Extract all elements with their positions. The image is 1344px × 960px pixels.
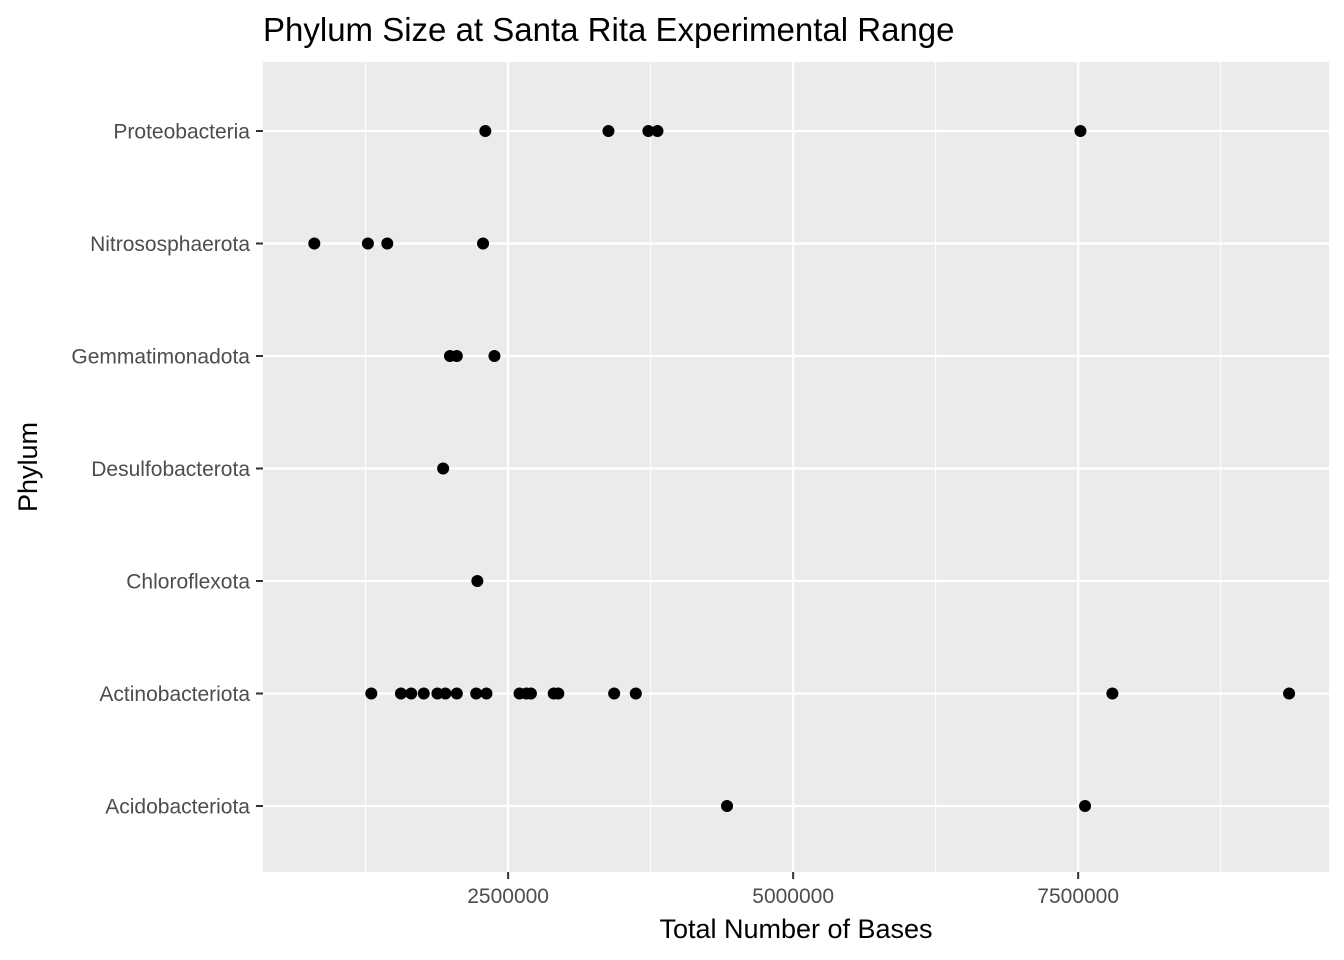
data-point xyxy=(381,237,394,250)
data-point xyxy=(470,687,483,700)
data-point xyxy=(439,687,452,700)
data-point xyxy=(1074,125,1087,137)
data-point xyxy=(365,687,378,700)
y-tick-label: Proteobacteria xyxy=(113,121,250,144)
data-point xyxy=(642,125,655,137)
y-axis-ticks: Acidobacteriota Actinobacteriota Chlorofle… xyxy=(71,121,263,819)
data-point xyxy=(405,687,418,700)
data-point xyxy=(629,687,642,700)
data-point xyxy=(1283,687,1296,700)
x-tick-label: 2500000 xyxy=(467,885,549,908)
chart-title: Phylum Size at Santa Rita Experimental R… xyxy=(263,11,955,48)
data-point xyxy=(479,125,492,137)
data-point xyxy=(488,350,501,362)
x-tick-label: 7500000 xyxy=(1037,885,1119,908)
data-point xyxy=(361,237,374,250)
y-tick-label: Gemmatimonadota xyxy=(71,346,250,369)
data-point xyxy=(651,125,664,137)
x-axis-ticks: 2500000 5000000 7500000 xyxy=(467,872,1119,908)
data-point xyxy=(471,575,484,587)
data-point xyxy=(417,687,430,700)
x-axis-title: Total Number of Bases xyxy=(659,914,932,944)
data-point xyxy=(1079,800,1092,812)
data-point xyxy=(552,687,565,700)
data-point xyxy=(721,800,734,812)
data-point xyxy=(602,125,615,137)
data-point xyxy=(480,687,493,700)
data-point xyxy=(437,462,450,475)
data-point xyxy=(450,350,463,362)
x-tick-label: 5000000 xyxy=(752,885,834,908)
data-points xyxy=(308,125,1296,812)
data-point xyxy=(477,237,490,250)
y-axis-title: Phylum xyxy=(13,422,43,512)
data-point xyxy=(524,687,537,700)
data-point xyxy=(1106,687,1119,700)
data-point xyxy=(308,237,321,250)
y-tick-label: Actinobacteriota xyxy=(99,683,250,706)
y-tick-label: Acidobacteriota xyxy=(105,796,250,819)
plot-panel xyxy=(263,62,1329,872)
data-point xyxy=(450,687,463,700)
y-tick-label: Desulfobacterota xyxy=(91,458,250,481)
y-tick-label: Nitrososphaerota xyxy=(90,233,250,256)
data-point xyxy=(394,687,407,700)
y-tick-label: Chloroflexota xyxy=(126,571,250,594)
data-point xyxy=(608,687,621,700)
grid-minor-lines xyxy=(365,62,1222,872)
